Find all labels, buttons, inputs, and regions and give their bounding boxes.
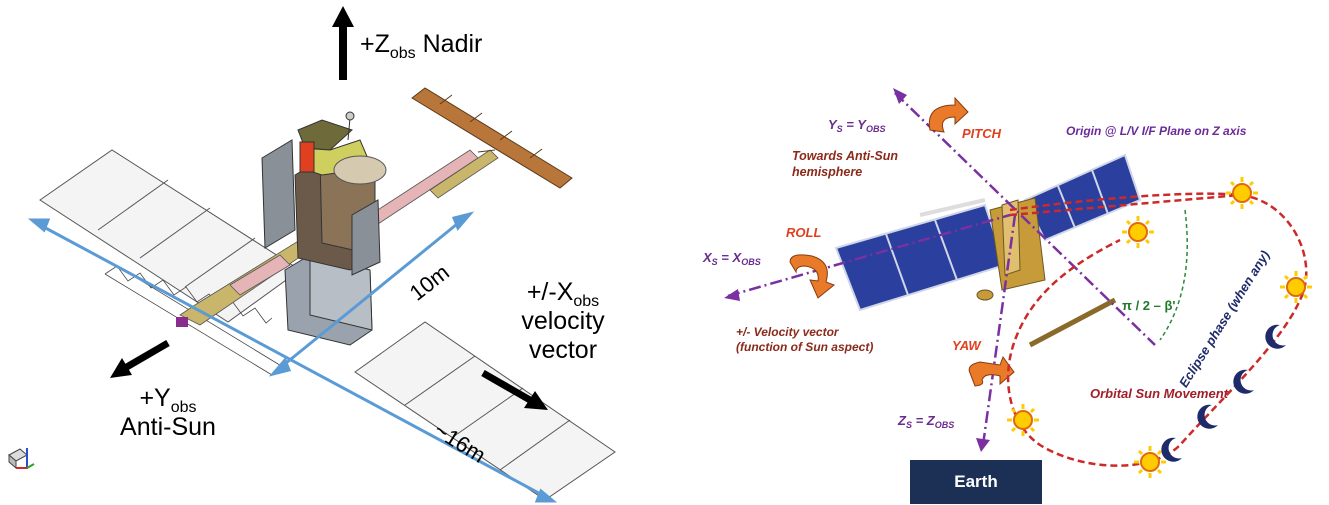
left-spacecraft-diagram [8, 6, 616, 503]
z-axis-text: +Z [360, 30, 390, 58]
moon-icon [1197, 404, 1218, 429]
x-axis-subscript: obs [573, 293, 600, 310]
ys-subscript: S [836, 124, 843, 134]
moon-icon [1161, 437, 1182, 462]
yaw-label: YAW [952, 338, 981, 353]
spacecraft-bus [261, 111, 387, 346]
ys-axis-label: YS = YOBS [828, 117, 886, 134]
zs-obs-subscript: OBS [934, 420, 955, 430]
zs-equals: = Z [911, 413, 935, 428]
y-obs-anti-sun-label: +Yobs Anti-Sun [98, 384, 238, 442]
y-axis-line2: Anti-Sun [120, 412, 216, 441]
ys-text: Y [828, 117, 837, 132]
xs-text: X [703, 250, 712, 265]
sun-icon [1226, 177, 1258, 209]
z-axis-subscript: obs [389, 45, 416, 62]
sun-icons [1007, 177, 1312, 478]
z-obs-nadir-label: +Zobs Nadir [360, 30, 483, 62]
orbit-path [1006, 192, 1308, 467]
xs-equals: = X [717, 250, 742, 265]
origin-label: Origin @ L/V I/F Plane on Z axis [1066, 124, 1247, 138]
orange-array [411, 87, 573, 189]
xs-obs-subscript: OBS [741, 257, 761, 267]
x-obs-velocity-label: +/-Xobs velocity vector [488, 278, 638, 364]
axis-arrows [110, 6, 548, 410]
moon-icon [1233, 369, 1254, 394]
roll-label: ROLL [786, 225, 822, 240]
boom-arm [176, 149, 499, 327]
z-axis-suffix: Nadir [415, 30, 483, 58]
ys-obs-subscript: OBS [865, 124, 886, 134]
solar-array-right [354, 321, 616, 501]
velocity-line2: (function of Sun aspect) [736, 340, 874, 354]
velocity-line1: +/- Velocity vector [736, 325, 839, 339]
orbital-sun-movement-label: Orbital Sun Movement [1090, 386, 1228, 401]
beta-angle-arc [1159, 209, 1188, 341]
zs-subscript: S [905, 420, 912, 430]
zs-text: Z [898, 413, 906, 428]
sun-icon [1280, 271, 1312, 303]
solar-array-left [39, 149, 301, 323]
dimension-lines [27, 211, 558, 503]
anti-sun-hemisphere-label: Towards Anti-Sun hemisphere [792, 149, 899, 179]
xs-axis-label: XS = XOBS [703, 250, 761, 267]
spacecraft-body [919, 197, 1117, 348]
eclipse-phase-label: Eclipse phase (when any) [1176, 247, 1273, 390]
pitch-label: PITCH [962, 126, 1001, 141]
sun-icon [1007, 404, 1039, 436]
xs-subscript: S [711, 257, 718, 267]
y-axis-subscript: obs [170, 399, 197, 416]
sun-icon [1134, 446, 1166, 478]
axis-arrowheads [724, 88, 990, 452]
moon-icon [1265, 324, 1286, 349]
y-axis-text: +Y [139, 384, 171, 412]
sun-icon [1122, 216, 1154, 248]
x-axis-text: +/-X [526, 278, 574, 306]
earth-box: Earth [910, 460, 1042, 504]
x-axis-line3: vector [528, 335, 598, 364]
beta-angle-label: π / 2 – β' [1122, 298, 1176, 313]
zs-axis-label: ZS = ZOBS [898, 413, 955, 430]
x-axis-line2: velocity [521, 306, 605, 335]
velocity-vector-label: +/- Velocity vector (function of Sun asp… [736, 325, 873, 355]
ys-equals: = Y [842, 117, 866, 132]
axis-triad-icon [8, 448, 35, 470]
